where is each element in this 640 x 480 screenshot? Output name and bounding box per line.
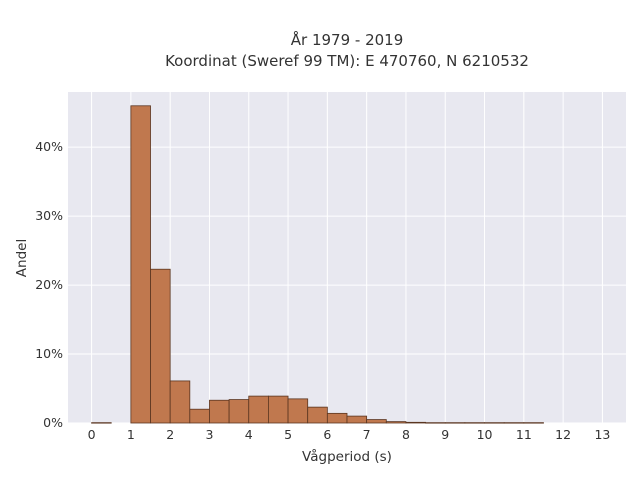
histogram-bar [169,380,191,424]
y-tick-labels: 0% 10% 20% 30% 40% [35,139,63,430]
x-tick-label: 2 [166,427,174,442]
x-tick-label: 3 [205,427,213,442]
x-tick-label: 9 [441,427,449,442]
histogram-bar [523,422,544,424]
x-tick-label: 5 [284,427,292,442]
y-tick-label: 10% [35,346,63,361]
histogram-bar [444,422,466,424]
y-tick-label: 0% [43,415,63,430]
histogram-bar [248,395,269,424]
histogram-bar [209,399,230,424]
x-tick-label: 8 [402,427,410,442]
x-tick-label: 7 [363,427,371,442]
x-axis-label: Vågperiod (s) [302,448,392,465]
histogram-bar [307,406,328,424]
histogram-bar [287,398,309,424]
x-tick-label: 13 [594,427,610,442]
x-tick-label: 11 [516,427,532,442]
x-tick-label: 1 [127,427,135,442]
histogram-bar [91,422,112,424]
y-axis-label: Andel [14,239,30,277]
histogram-bar [503,422,525,424]
histogram-bar [268,395,289,424]
x-tick-labels: 0 1 2 3 4 5 6 7 8 9 10 11 12 13 [88,427,611,442]
x-tick-label: 4 [245,427,253,442]
histogram-bar [385,421,407,424]
histogram-bar [366,419,387,424]
x-tick-label: 0 [88,427,96,442]
y-tick-label: 40% [35,139,63,154]
histogram-bar [228,399,250,424]
histogram-bar [425,422,446,424]
histogram-bar [326,412,348,424]
y-tick-label: 20% [35,277,63,292]
chart-title-line1: År 1979 - 2019 [291,30,404,49]
histogram-bar [346,415,368,424]
chart-title-line2: Koordinat (Sweref 99 TM): E 470760, N 62… [165,52,529,70]
histogram-bar [484,422,505,424]
histogram-bar [189,408,210,424]
x-tick-label: 12 [555,427,571,442]
x-tick-label: 10 [477,427,493,442]
y-tick-label: 30% [35,208,63,223]
bars [91,105,544,424]
chart-title: År 1979 - 2019 Koordinat (Sweref 99 TM):… [165,30,529,70]
histogram-bar [405,421,426,424]
histogram-bar [150,268,171,424]
histogram-bar [464,422,485,424]
x-tick-label: 6 [323,427,331,442]
histogram-bar [130,105,151,424]
